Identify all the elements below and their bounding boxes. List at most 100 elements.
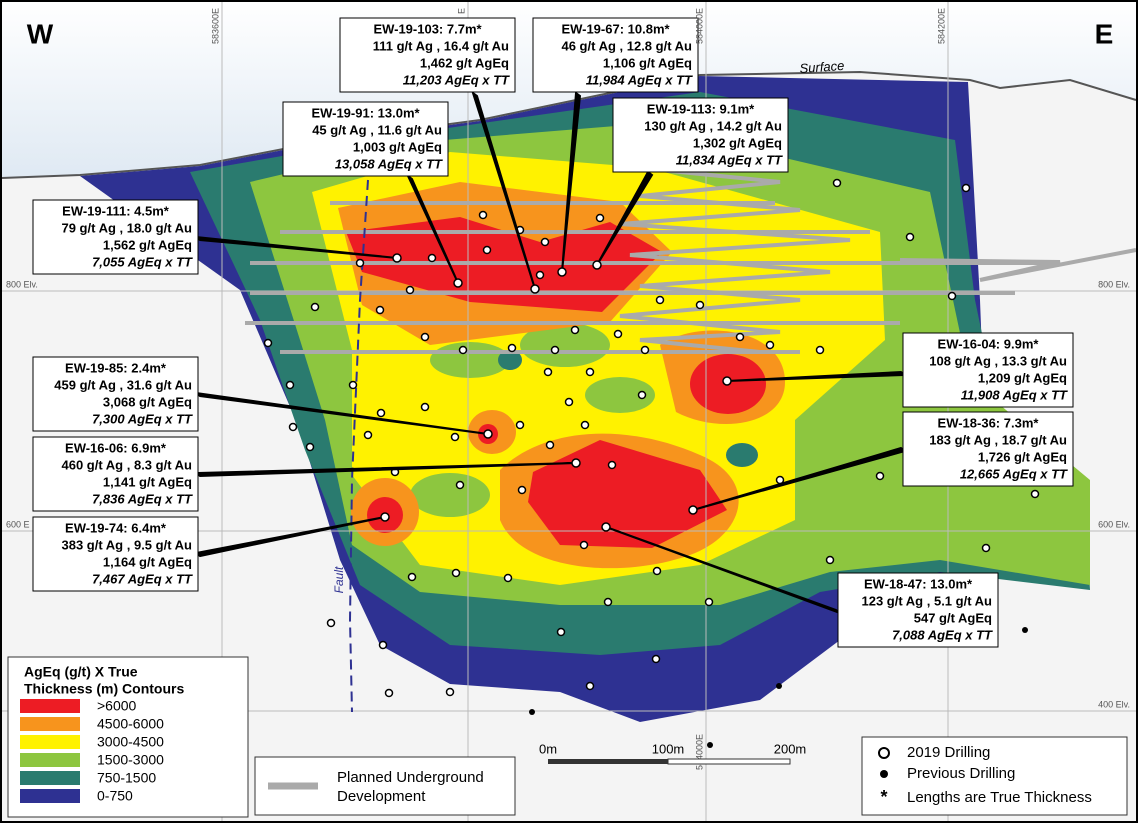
drill-2019	[478, 210, 488, 220]
legend-swatch	[20, 735, 80, 749]
easting-label: 583600E	[210, 8, 220, 44]
legend-text: 750-1500	[97, 770, 156, 786]
target-hole	[453, 278, 463, 288]
drill-2019	[355, 258, 365, 268]
callout-ageq: 1,562 g/t AgEq	[103, 237, 192, 252]
elevation-label: 800 Elv.	[6, 279, 38, 289]
drill-2019	[305, 442, 315, 452]
target-hole	[688, 505, 698, 515]
callout-product: 7,088 AgEq x TT	[892, 627, 993, 642]
drill-2019	[585, 681, 595, 691]
callout-product: 7,300 AgEq x TT	[92, 411, 193, 426]
scale-bar: 0m 100m 200m	[539, 741, 806, 765]
elevation-label: 400 Elv.	[1098, 699, 1130, 709]
legend-text: Lengths are True Thickness	[907, 789, 1092, 806]
drill-2019	[1030, 489, 1040, 499]
callout-box	[32, 199, 199, 275]
callout-grade: 45 g/t Ag , 11.6 g/t Au	[312, 122, 442, 137]
grid-labels: 583600E E 584000E 584200E 584000E 800 Elv. 600…	[6, 8, 1130, 770]
legend-swatch	[20, 771, 80, 785]
east-label: E	[1095, 18, 1114, 49]
callout-grade: 46 g/t Ag , 12.8 g/t Au	[561, 38, 692, 53]
callout-ageq: 1,106 g/t AgEq	[603, 55, 692, 70]
drill-2019	[535, 270, 545, 280]
callout-hole: EW-18-47: 13.0m*	[864, 576, 973, 591]
contour-legend: AgEq (g/t) X True Thickness (m) Contours…	[7, 656, 249, 818]
elevation-label: 600 Elv.	[1098, 519, 1130, 529]
target-hole	[392, 253, 402, 263]
drill-2019	[704, 597, 714, 607]
drill-2019	[451, 568, 461, 578]
callout-box	[837, 572, 999, 648]
drill-previous	[776, 683, 782, 689]
drill-2019	[570, 325, 580, 335]
drill-previous	[529, 709, 535, 715]
drill-2019	[482, 245, 492, 255]
legend-text: Planned Underground	[337, 769, 484, 786]
easting-label: E	[456, 8, 466, 14]
callout-grade: 130 g/t Ag , 14.2 g/t Au	[644, 118, 782, 133]
callout-ageq: 547 g/t AgEq	[914, 610, 992, 625]
drill-2019	[285, 380, 295, 390]
legend-swatch	[20, 789, 80, 803]
target-hole	[722, 376, 732, 386]
callout-ageq: 1,726 g/t AgEq	[978, 449, 1067, 464]
drill-2019	[348, 380, 358, 390]
drill-2019	[564, 397, 574, 407]
callout-grade: 123 g/t Ag , 5.1 g/t Au	[861, 593, 992, 608]
callout-ageq: 3,068 g/t AgEq	[103, 394, 192, 409]
callout-product: 12,665 AgEq x TT	[960, 466, 1068, 481]
drill-2019	[875, 471, 885, 481]
drill-previous	[707, 742, 713, 748]
callout-ageq: 1,141 g/t AgEq	[103, 474, 192, 489]
drill-2019	[543, 367, 553, 377]
drill-2019	[310, 302, 320, 312]
drill-2019	[603, 597, 613, 607]
target-hole	[571, 458, 581, 468]
callout-box	[282, 101, 449, 177]
drill-2019	[550, 345, 560, 355]
target-hole	[530, 284, 540, 294]
callout-product: 7,467 AgEq x TT	[92, 571, 193, 586]
legend-text: 3000-4500	[97, 734, 164, 750]
drill-2019	[607, 460, 617, 470]
legend-title: Thickness (m) Contours	[24, 681, 184, 697]
drill-2019	[540, 237, 550, 247]
drill-2019	[445, 687, 455, 697]
legend-swatch	[20, 717, 80, 731]
callout-hole: EW-16-04: 9.9m*	[938, 336, 1040, 351]
drill-2019	[384, 688, 394, 698]
legend-title: AgEq (g/t) X True	[24, 664, 138, 680]
legend-text: 0-750	[97, 788, 133, 804]
callouts: EW-19-103: 7.7m* 111 g/t Ag , 16.4 g/t Au…	[32, 17, 1074, 648]
callout-grade: 111 g/t Ag , 16.4 g/t Au	[373, 38, 509, 53]
drill-2019	[832, 178, 842, 188]
drill-2019	[515, 420, 525, 430]
drill-2019	[640, 345, 650, 355]
drill-2019	[765, 340, 775, 350]
legend-box	[861, 736, 1128, 816]
fault-label: Fault	[332, 566, 346, 593]
drill-2019	[450, 432, 460, 442]
teal-islands	[498, 350, 758, 467]
target-hole	[483, 429, 493, 439]
drill-2019	[458, 345, 468, 355]
callout-product: 11,834 AgEq x TT	[676, 152, 783, 167]
easting-label: 584000E	[694, 8, 704, 44]
callout-box	[902, 332, 1074, 408]
callout-grade: 383 g/t Ag , 9.5 g/t Au	[61, 537, 192, 552]
drill-2019	[961, 183, 971, 193]
drill-2019	[585, 367, 595, 377]
drill-2019	[905, 232, 915, 242]
target-hole	[592, 260, 602, 270]
callout-product: 13,058 AgEq x TT	[335, 156, 443, 171]
callout-hole: EW-19-103: 7.7m*	[373, 21, 482, 36]
easting-label: 584200E	[936, 8, 946, 44]
drill-2019	[326, 618, 336, 628]
legend-swatch	[20, 699, 80, 713]
callout-hole: EW-18-36: 7.3m*	[938, 415, 1040, 430]
drill-2019	[947, 291, 957, 301]
drill-2019	[613, 329, 623, 339]
drill-2019	[427, 253, 437, 263]
